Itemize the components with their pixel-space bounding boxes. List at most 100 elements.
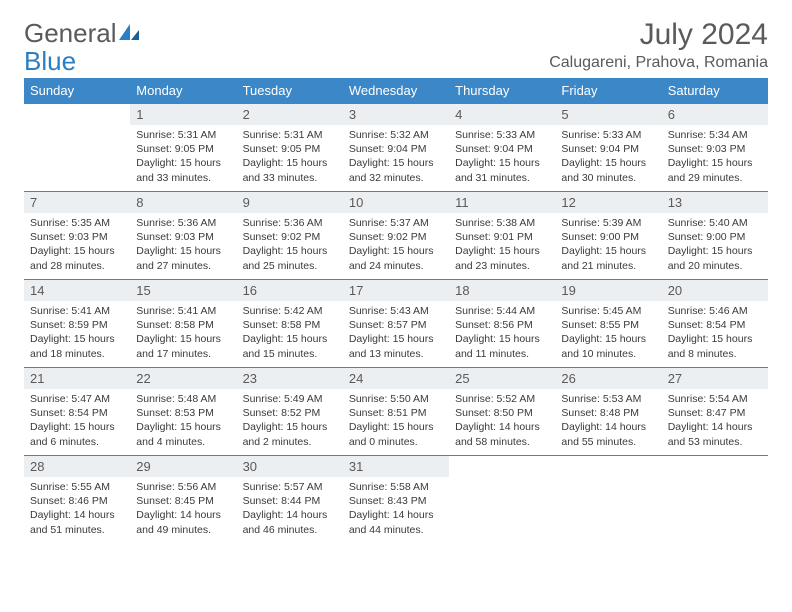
day-number: 29 — [130, 456, 236, 477]
day-info: Sunrise: 5:46 AMSunset: 8:54 PMDaylight:… — [662, 301, 768, 367]
day-number: 7 — [24, 192, 130, 213]
day-number: 14 — [24, 280, 130, 301]
day-info: Sunrise: 5:49 AMSunset: 8:52 PMDaylight:… — [237, 389, 343, 455]
day-number: 24 — [343, 368, 449, 389]
calendar-row: 7Sunrise: 5:35 AMSunset: 9:03 PMDaylight… — [24, 192, 768, 280]
day-info: Sunrise: 5:42 AMSunset: 8:58 PMDaylight:… — [237, 301, 343, 367]
calendar-row: 28Sunrise: 5:55 AMSunset: 8:46 PMDayligh… — [24, 456, 768, 544]
day-info: Sunrise: 5:34 AMSunset: 9:03 PMDaylight:… — [662, 125, 768, 191]
day-number: 2 — [237, 104, 343, 125]
day-info: Sunrise: 5:36 AMSunset: 9:03 PMDaylight:… — [130, 213, 236, 279]
calendar-cell — [662, 456, 768, 544]
calendar-table: SundayMondayTuesdayWednesdayThursdayFrid… — [24, 78, 768, 544]
calendar-cell: 5Sunrise: 5:33 AMSunset: 9:04 PMDaylight… — [555, 104, 661, 192]
day-info: Sunrise: 5:41 AMSunset: 8:59 PMDaylight:… — [24, 301, 130, 367]
calendar-cell: 2Sunrise: 5:31 AMSunset: 9:05 PMDaylight… — [237, 104, 343, 192]
calendar-cell: 17Sunrise: 5:43 AMSunset: 8:57 PMDayligh… — [343, 280, 449, 368]
day-number: 25 — [449, 368, 555, 389]
day-info: Sunrise: 5:43 AMSunset: 8:57 PMDaylight:… — [343, 301, 449, 367]
day-number: 18 — [449, 280, 555, 301]
day-info: Sunrise: 5:57 AMSunset: 8:44 PMDaylight:… — [237, 477, 343, 543]
day-header: Monday — [130, 78, 236, 104]
day-number: 31 — [343, 456, 449, 477]
calendar-cell: 10Sunrise: 5:37 AMSunset: 9:02 PMDayligh… — [343, 192, 449, 280]
calendar-cell: 4Sunrise: 5:33 AMSunset: 9:04 PMDaylight… — [449, 104, 555, 192]
calendar-cell: 20Sunrise: 5:46 AMSunset: 8:54 PMDayligh… — [662, 280, 768, 368]
calendar-cell: 18Sunrise: 5:44 AMSunset: 8:56 PMDayligh… — [449, 280, 555, 368]
day-number: 5 — [555, 104, 661, 125]
day-number: 27 — [662, 368, 768, 389]
day-info: Sunrise: 5:39 AMSunset: 9:00 PMDaylight:… — [555, 213, 661, 279]
day-info: Sunrise: 5:48 AMSunset: 8:53 PMDaylight:… — [130, 389, 236, 455]
day-number: 17 — [343, 280, 449, 301]
calendar-row: 1Sunrise: 5:31 AMSunset: 9:05 PMDaylight… — [24, 104, 768, 192]
day-info: Sunrise: 5:33 AMSunset: 9:04 PMDaylight:… — [555, 125, 661, 191]
day-info: Sunrise: 5:53 AMSunset: 8:48 PMDaylight:… — [555, 389, 661, 455]
calendar-cell: 14Sunrise: 5:41 AMSunset: 8:59 PMDayligh… — [24, 280, 130, 368]
header: General July 2024 Calugareni, Prahova, R… — [24, 18, 768, 72]
day-info: Sunrise: 5:47 AMSunset: 8:54 PMDaylight:… — [24, 389, 130, 455]
calendar-cell: 26Sunrise: 5:53 AMSunset: 8:48 PMDayligh… — [555, 368, 661, 456]
day-number: 19 — [555, 280, 661, 301]
calendar-cell — [555, 456, 661, 544]
calendar-cell: 21Sunrise: 5:47 AMSunset: 8:54 PMDayligh… — [24, 368, 130, 456]
day-header: Wednesday — [343, 78, 449, 104]
day-info: Sunrise: 5:56 AMSunset: 8:45 PMDaylight:… — [130, 477, 236, 543]
day-number: 26 — [555, 368, 661, 389]
calendar-cell: 6Sunrise: 5:34 AMSunset: 9:03 PMDaylight… — [662, 104, 768, 192]
calendar-cell: 30Sunrise: 5:57 AMSunset: 8:44 PMDayligh… — [237, 456, 343, 544]
day-header: Tuesday — [237, 78, 343, 104]
calendar-cell: 24Sunrise: 5:50 AMSunset: 8:51 PMDayligh… — [343, 368, 449, 456]
calendar-cell: 29Sunrise: 5:56 AMSunset: 8:45 PMDayligh… — [130, 456, 236, 544]
day-number: 6 — [662, 104, 768, 125]
day-info: Sunrise: 5:31 AMSunset: 9:05 PMDaylight:… — [237, 125, 343, 191]
day-info: Sunrise: 5:58 AMSunset: 8:43 PMDaylight:… — [343, 477, 449, 543]
logo-text-1: General — [24, 18, 117, 49]
day-number: 11 — [449, 192, 555, 213]
calendar-row: 14Sunrise: 5:41 AMSunset: 8:59 PMDayligh… — [24, 280, 768, 368]
calendar-cell: 31Sunrise: 5:58 AMSunset: 8:43 PMDayligh… — [343, 456, 449, 544]
calendar-cell: 11Sunrise: 5:38 AMSunset: 9:01 PMDayligh… — [449, 192, 555, 280]
month-title: July 2024 — [549, 18, 768, 52]
day-number: 9 — [237, 192, 343, 213]
day-number: 4 — [449, 104, 555, 125]
day-number: 12 — [555, 192, 661, 213]
day-header: Sunday — [24, 78, 130, 104]
calendar-cell: 9Sunrise: 5:36 AMSunset: 9:02 PMDaylight… — [237, 192, 343, 280]
day-header: Thursday — [449, 78, 555, 104]
day-info: Sunrise: 5:32 AMSunset: 9:04 PMDaylight:… — [343, 125, 449, 191]
day-number: 16 — [237, 280, 343, 301]
day-info: Sunrise: 5:41 AMSunset: 8:58 PMDaylight:… — [130, 301, 236, 367]
day-info: Sunrise: 5:36 AMSunset: 9:02 PMDaylight:… — [237, 213, 343, 279]
calendar-cell: 8Sunrise: 5:36 AMSunset: 9:03 PMDaylight… — [130, 192, 236, 280]
title-block: July 2024 Calugareni, Prahova, Romania — [549, 18, 768, 72]
calendar-cell: 7Sunrise: 5:35 AMSunset: 9:03 PMDaylight… — [24, 192, 130, 280]
day-number: 28 — [24, 456, 130, 477]
day-info: Sunrise: 5:33 AMSunset: 9:04 PMDaylight:… — [449, 125, 555, 191]
calendar-cell: 12Sunrise: 5:39 AMSunset: 9:00 PMDayligh… — [555, 192, 661, 280]
calendar-body: 1Sunrise: 5:31 AMSunset: 9:05 PMDaylight… — [24, 104, 768, 544]
location: Calugareni, Prahova, Romania — [549, 54, 768, 72]
calendar-cell: 19Sunrise: 5:45 AMSunset: 8:55 PMDayligh… — [555, 280, 661, 368]
day-number: 21 — [24, 368, 130, 389]
day-info: Sunrise: 5:50 AMSunset: 8:51 PMDaylight:… — [343, 389, 449, 455]
day-info: Sunrise: 5:40 AMSunset: 9:00 PMDaylight:… — [662, 213, 768, 279]
day-number: 8 — [130, 192, 236, 213]
calendar-head: SundayMondayTuesdayWednesdayThursdayFrid… — [24, 78, 768, 104]
logo-text-2: Blue — [24, 46, 76, 77]
day-info: Sunrise: 5:38 AMSunset: 9:01 PMDaylight:… — [449, 213, 555, 279]
day-info: Sunrise: 5:35 AMSunset: 9:03 PMDaylight:… — [24, 213, 130, 279]
calendar-cell: 28Sunrise: 5:55 AMSunset: 8:46 PMDayligh… — [24, 456, 130, 544]
day-number: 15 — [130, 280, 236, 301]
day-number: 22 — [130, 368, 236, 389]
day-info: Sunrise: 5:31 AMSunset: 9:05 PMDaylight:… — [130, 125, 236, 191]
day-header: Saturday — [662, 78, 768, 104]
calendar-cell: 13Sunrise: 5:40 AMSunset: 9:00 PMDayligh… — [662, 192, 768, 280]
calendar-cell: 1Sunrise: 5:31 AMSunset: 9:05 PMDaylight… — [130, 104, 236, 192]
day-number: 13 — [662, 192, 768, 213]
calendar-cell: 25Sunrise: 5:52 AMSunset: 8:50 PMDayligh… — [449, 368, 555, 456]
calendar-cell — [24, 104, 130, 192]
calendar-cell: 16Sunrise: 5:42 AMSunset: 8:58 PMDayligh… — [237, 280, 343, 368]
day-number: 20 — [662, 280, 768, 301]
calendar-cell: 27Sunrise: 5:54 AMSunset: 8:47 PMDayligh… — [662, 368, 768, 456]
